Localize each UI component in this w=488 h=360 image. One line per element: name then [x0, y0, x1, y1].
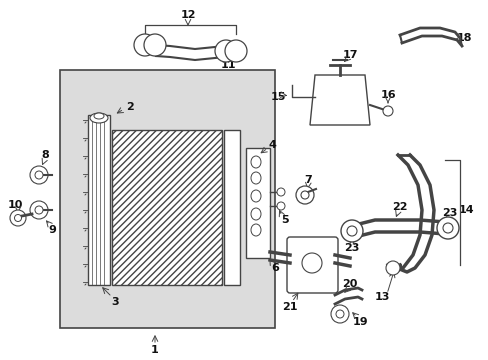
Text: 5: 5	[281, 215, 288, 225]
FancyArrowPatch shape	[85, 212, 86, 213]
Text: 23: 23	[442, 208, 457, 218]
Ellipse shape	[94, 113, 104, 119]
Circle shape	[15, 215, 21, 221]
Text: 11: 11	[220, 60, 235, 70]
Bar	[60, 70, 274, 328]
Text: 14: 14	[457, 205, 473, 215]
Circle shape	[30, 166, 48, 184]
Text: 15: 15	[270, 92, 285, 102]
Circle shape	[276, 202, 285, 210]
Ellipse shape	[250, 172, 261, 184]
FancyBboxPatch shape	[286, 237, 337, 293]
Text: 18: 18	[455, 33, 471, 43]
Text: 20: 20	[342, 279, 357, 289]
Circle shape	[35, 171, 43, 179]
Ellipse shape	[90, 113, 108, 123]
Polygon shape	[309, 75, 369, 125]
Text: 22: 22	[391, 202, 407, 212]
Text: 12: 12	[180, 10, 195, 20]
FancyArrowPatch shape	[85, 230, 86, 231]
Circle shape	[301, 191, 308, 199]
Ellipse shape	[250, 224, 261, 236]
FancyArrowPatch shape	[85, 266, 86, 267]
Ellipse shape	[250, 156, 261, 168]
FancyArrowPatch shape	[85, 176, 86, 177]
Text: 10: 10	[7, 200, 22, 210]
Bar	[224, 130, 240, 285]
Circle shape	[215, 40, 237, 62]
Circle shape	[335, 310, 343, 318]
Circle shape	[143, 34, 165, 56]
Text: 13: 13	[373, 292, 389, 302]
FancyArrowPatch shape	[85, 158, 86, 159]
Circle shape	[442, 223, 452, 233]
FancyArrowPatch shape	[85, 284, 86, 285]
Circle shape	[330, 305, 348, 323]
Text: 7: 7	[304, 175, 311, 185]
FancyArrowPatch shape	[85, 140, 86, 141]
Circle shape	[302, 253, 321, 273]
Circle shape	[224, 40, 246, 62]
Text: 2: 2	[126, 102, 134, 112]
FancyArrowPatch shape	[85, 248, 86, 249]
Text: 23: 23	[344, 243, 359, 253]
Bar	[112, 130, 222, 285]
Text: 1: 1	[151, 345, 159, 355]
Circle shape	[340, 220, 362, 242]
Text: 9: 9	[48, 225, 56, 235]
Circle shape	[134, 34, 156, 56]
Bar	[245, 148, 269, 258]
Circle shape	[436, 217, 458, 239]
Text: 17: 17	[342, 50, 357, 60]
Circle shape	[276, 188, 285, 196]
Ellipse shape	[250, 190, 261, 202]
Circle shape	[10, 210, 26, 226]
Text: 21: 21	[282, 302, 297, 312]
Text: 3: 3	[111, 297, 119, 307]
FancyArrowPatch shape	[85, 122, 86, 123]
Circle shape	[385, 261, 399, 275]
Text: 16: 16	[379, 90, 395, 100]
Circle shape	[30, 201, 48, 219]
Bar	[88, 115, 110, 285]
Circle shape	[35, 206, 43, 214]
Circle shape	[382, 106, 392, 116]
Text: 4: 4	[267, 140, 275, 150]
Circle shape	[346, 226, 356, 236]
Ellipse shape	[250, 208, 261, 220]
Text: 8: 8	[41, 150, 49, 160]
FancyArrowPatch shape	[85, 194, 86, 195]
Text: 6: 6	[270, 263, 278, 273]
Circle shape	[295, 186, 313, 204]
Text: 19: 19	[351, 317, 367, 327]
